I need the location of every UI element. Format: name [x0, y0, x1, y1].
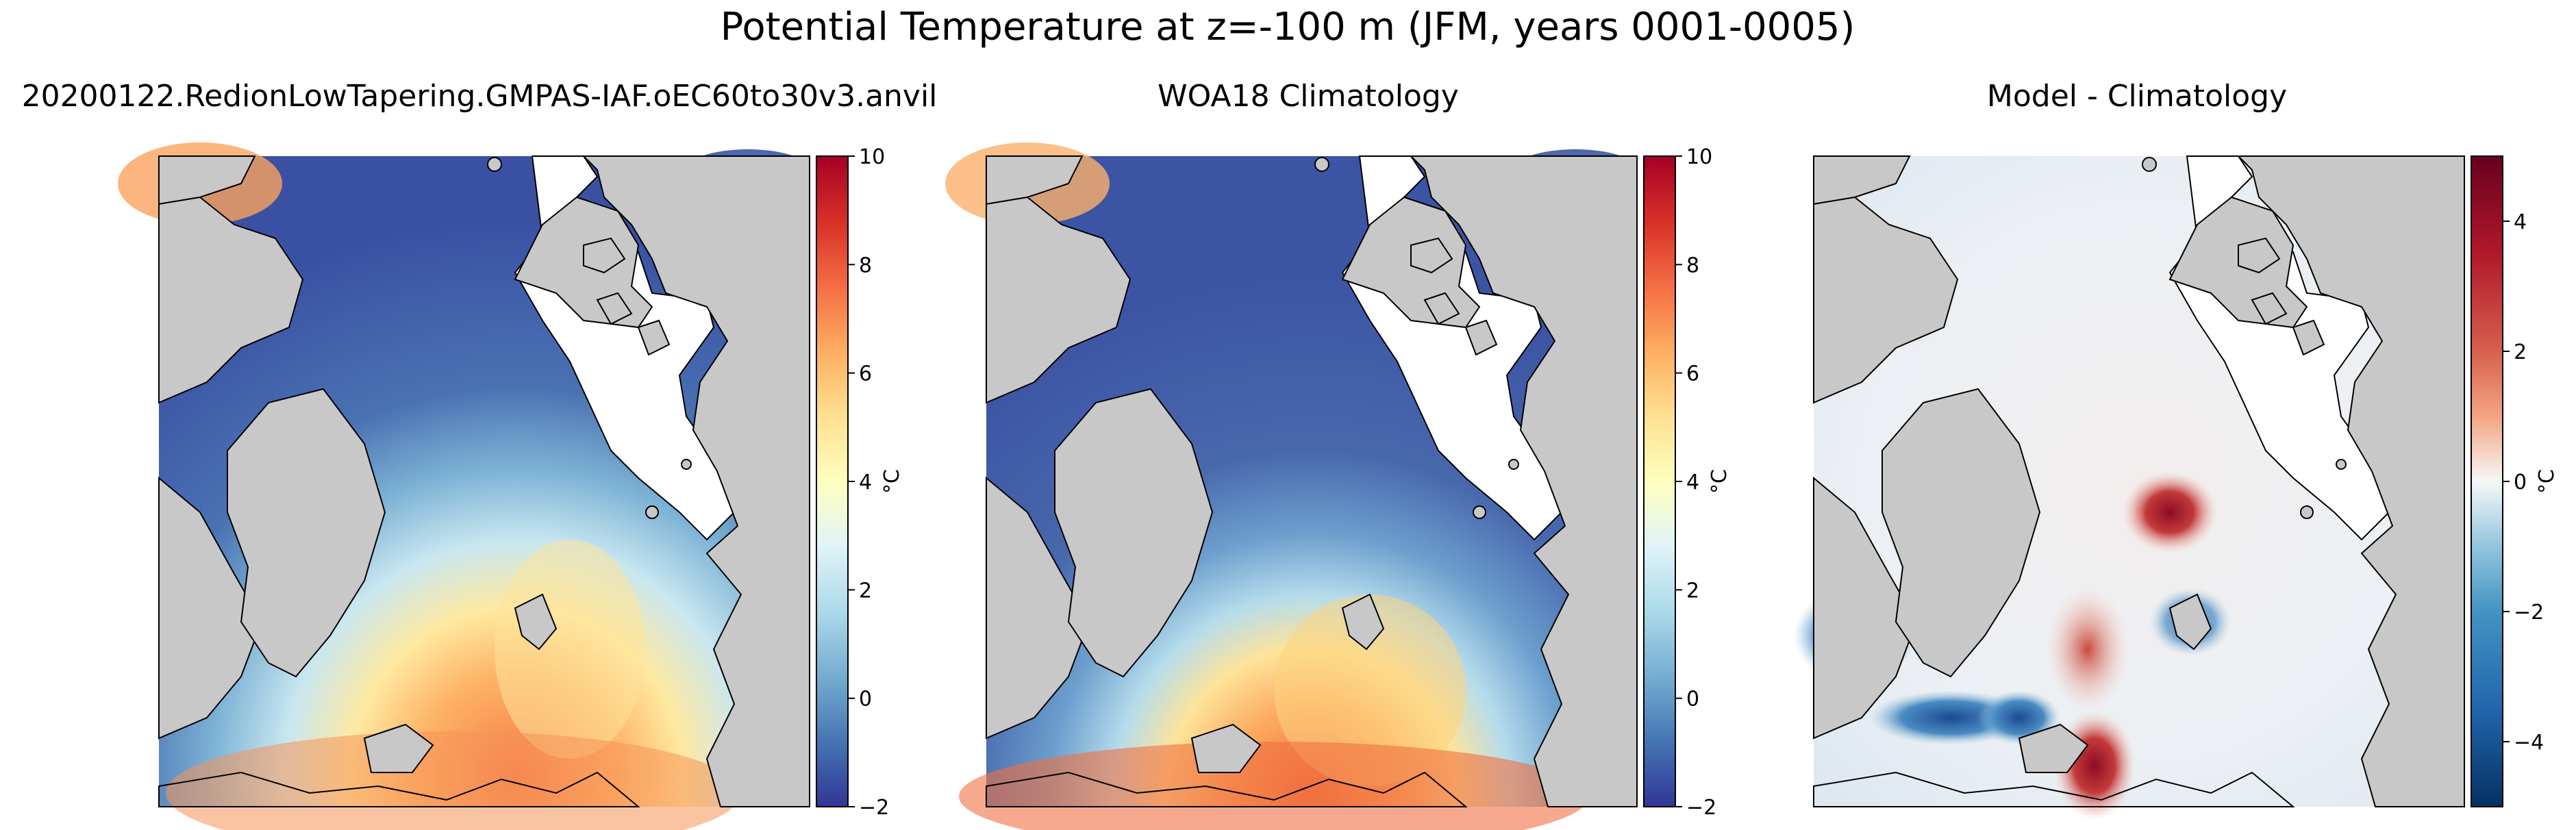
colorbar-ticks: −2 0 2 4 6 8 10: [1675, 145, 1716, 820]
map-model: [118, 142, 810, 830]
panel-title-climatology: WOA18 Climatology: [1158, 79, 1459, 114]
colorbar-tick-label: 2: [2514, 340, 2527, 364]
colorbar-tick-label: 0: [2514, 470, 2527, 494]
colorbar-label: °C: [880, 469, 904, 494]
colorbar-tick-label: −2: [1686, 796, 1716, 820]
colorbar-gradient: [816, 155, 849, 807]
panel-model: 20200122.RedionLowTapering.GMPAS-IAF.oEC…: [22, 79, 938, 830]
map-difference: [1793, 155, 2465, 820]
colorbar-tick-label: 8: [1686, 253, 1699, 277]
colorbar-climatology: −2 0 2 4 6 8 10 °C: [1643, 145, 1731, 820]
panel-title-difference: Model - Climatology: [1987, 79, 2287, 114]
colorbar-tick-label: −2: [859, 796, 889, 820]
colorbar-tick-label: 4: [859, 470, 872, 494]
colorbar-tick-label: 8: [859, 253, 872, 277]
colorbar-tick-label: 6: [1686, 362, 1699, 386]
colorbar-difference: −4 −2 0 2 4 °C: [2471, 155, 2559, 807]
colorbar-tick-label: 10: [1686, 145, 1712, 169]
colorbar-tick-label: 10: [859, 145, 885, 169]
colorbar-tick-label: −2: [2514, 601, 2544, 625]
colorbar-gradient: [2471, 155, 2503, 807]
panel-climatology: WOA18 Climatology −2 0 2 4 6 8 10 °C: [945, 79, 1731, 830]
colorbar-tick-label: 6: [859, 362, 872, 386]
colorbar-tick-label: −4: [2514, 731, 2544, 755]
colorbar-tick-label: 0: [859, 688, 872, 712]
colorbar-ticks: −4 −2 0 2 4: [2503, 210, 2544, 755]
panel-difference: Model - Climatology −4 −2 0 2 4 °C: [1793, 79, 2559, 820]
colorbar-model: −2 0 2 4 6 8 10 °C: [816, 145, 904, 820]
panel-title-model: 20200122.RedionLowTapering.GMPAS-IAF.oEC…: [22, 79, 938, 114]
colorbar-tick-label: 2: [859, 579, 872, 603]
colorbar-tick-label: 4: [1686, 470, 1699, 494]
colorbar-ticks: −2 0 2 4 6 8 10: [848, 145, 889, 820]
colorbar-gradient: [1643, 155, 1676, 807]
map-climatology: [945, 142, 1638, 830]
figure-title: Potential Temperature at z=-100 m (JFM, …: [721, 5, 1855, 49]
colorbar-tick-label: 2: [1686, 579, 1699, 603]
colorbar-tick-label: 0: [1686, 688, 1699, 712]
colorbar-label: °C: [2535, 469, 2559, 494]
colorbar-tick-label: 4: [2514, 210, 2527, 234]
colorbar-label: °C: [1708, 469, 1731, 494]
